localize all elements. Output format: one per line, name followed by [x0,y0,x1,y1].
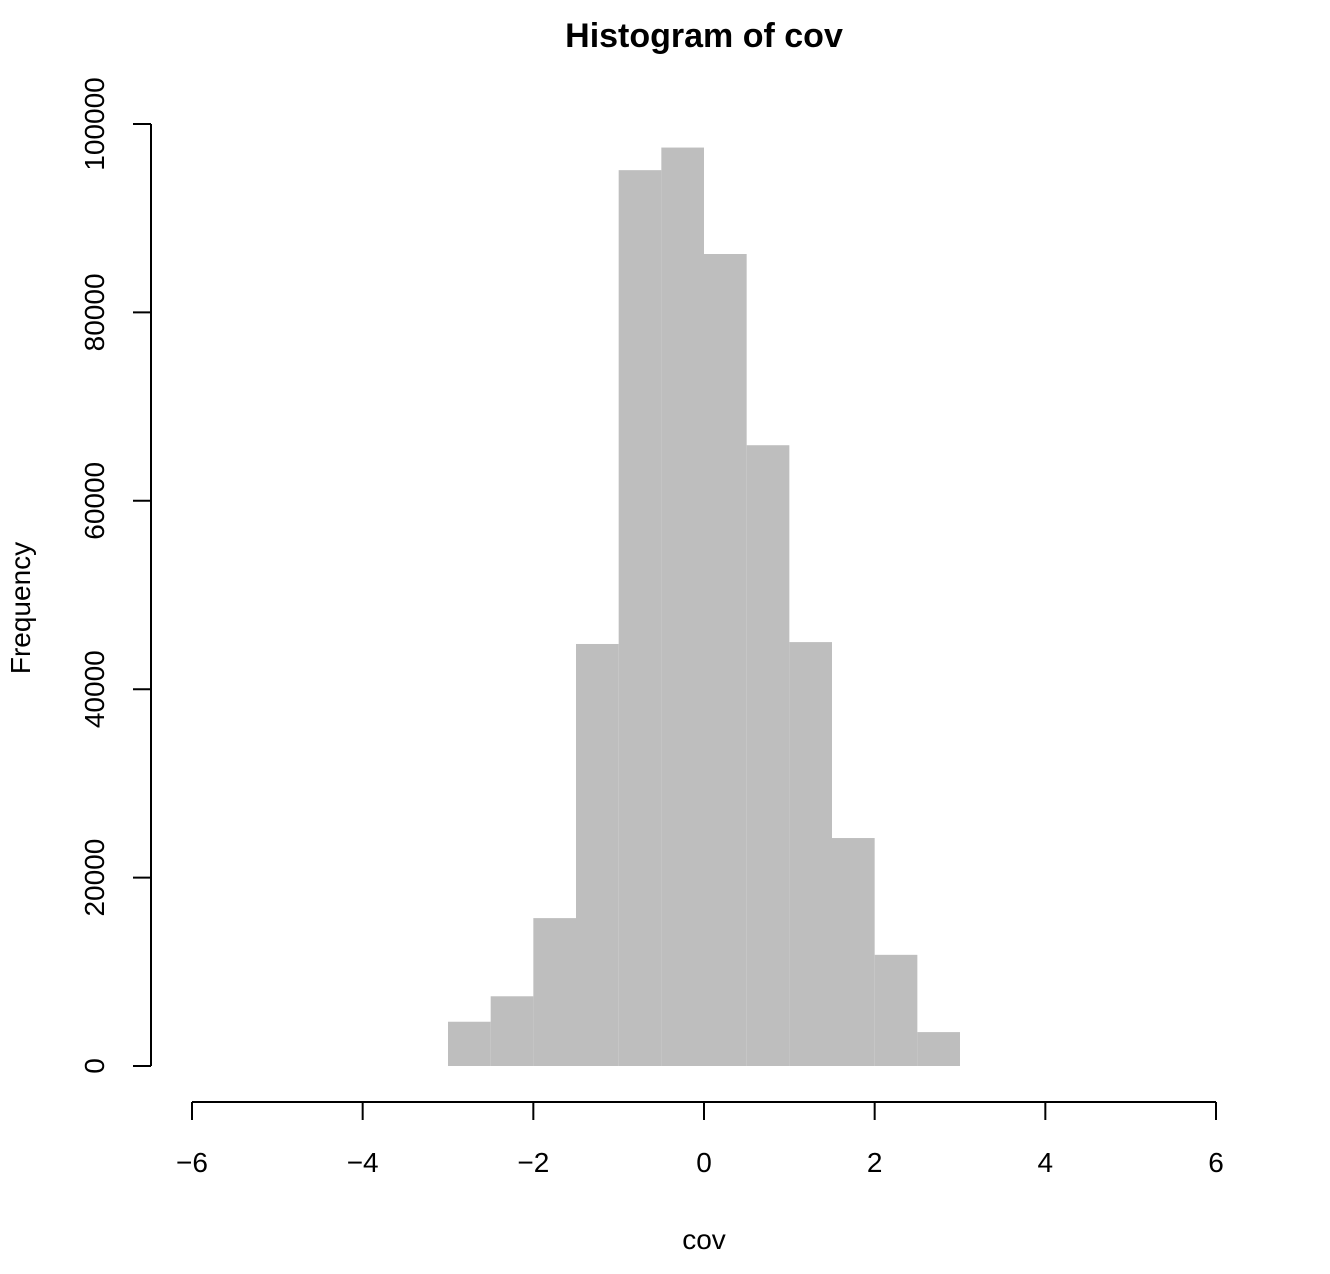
x-axis-label: cov [682,1224,726,1255]
histogram-bar-4 [618,170,662,1066]
histogram-bar-11 [917,1032,960,1066]
x-tick-label: 6 [1208,1147,1224,1178]
histogram-bar-10 [874,954,918,1066]
histogram-bar-1 [490,996,534,1066]
histogram-bar-5 [661,147,704,1067]
histogram-bar-7 [746,445,790,1067]
x-tick-label: −2 [517,1147,549,1178]
histogram-bar-0 [448,1021,491,1066]
y-tick-label: 20000 [79,839,110,917]
x-tick-label: 2 [867,1147,883,1178]
y-tick-label: 0 [79,1058,110,1074]
x-tick-label: −4 [347,1147,379,1178]
y-tick-label: 100000 [79,77,110,170]
y-tick-label: 40000 [79,650,110,728]
y-axis: 0 20000 40000 60000 80000 100000 [79,77,152,1074]
y-tick-label: 60000 [79,462,110,540]
y-tick-label: 80000 [79,273,110,351]
histogram-bar-8 [789,642,832,1066]
histogram-bar-2 [533,918,576,1066]
x-tick-label: 0 [696,1147,712,1178]
y-axis-label: Frequency [5,542,36,674]
bars-group [448,147,960,1067]
histogram-bar-9 [832,838,875,1066]
histogram-bar-3 [576,643,619,1066]
x-tick-label: 4 [1038,1147,1054,1178]
chart-title: Histogram of cov [565,17,843,55]
x-axis: −6 −4 −2 0 2 4 6 [176,1101,1224,1178]
x-tick-label: −6 [176,1147,208,1178]
histogram-bar-6 [704,254,747,1066]
